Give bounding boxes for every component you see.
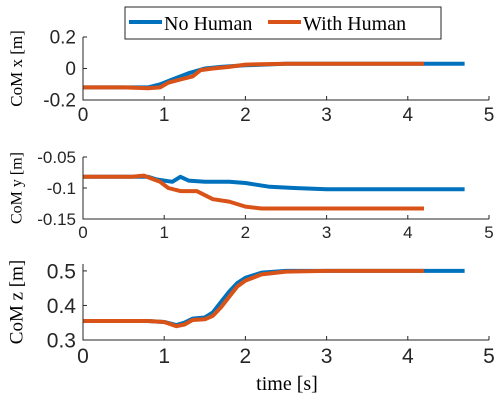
y-tick-label-com-x: -0.2	[43, 91, 76, 112]
panel-com-z: 0 1 2 3 4 5 0.3 0.4 0.5 CoM z [m]	[6, 260, 494, 368]
x-tick-label-com-x: 1	[159, 105, 170, 126]
series-line-no-human-com-z	[83, 268, 465, 328]
x-tick-label-com-z: 2	[240, 345, 252, 368]
x-tick-label-com-x: 5	[484, 105, 495, 126]
axes-com-z	[82, 264, 489, 341]
series-line-with-human-com-y	[83, 173, 424, 211]
legend-label-with-human: With Human	[303, 13, 406, 35]
y-tick-label-com-y: -0.1	[47, 179, 76, 198]
y-tick-label-com-x: 0.2	[50, 28, 76, 49]
x-tick-label-com-z: 3	[321, 345, 333, 368]
y-axis-label-com-z: CoM z [m]	[6, 260, 27, 344]
x-tick-label-com-y: 0	[78, 223, 87, 242]
y-tick-label-com-y: -0.15	[37, 210, 76, 229]
y-tick-label-com-z: 0.5	[47, 260, 76, 283]
x-tick-label-com-z: 0	[77, 345, 89, 368]
panel-com-y: 0 1 2 3 4 5 -0.15 -0.1 -0.05 CoM y [m]	[9, 148, 494, 242]
x-axis-label: time [s]	[256, 373, 318, 395]
x-tick-label-com-y: 2	[241, 223, 250, 242]
x-tick-label-com-x: 0	[78, 105, 89, 126]
x-tick-label-com-x: 2	[240, 105, 251, 126]
x-tick-label-com-z: 1	[158, 345, 170, 368]
x-tick-label-com-y: 5	[484, 223, 493, 242]
axes-com-x	[82, 37, 489, 101]
y-axis-label-com-y: CoM y [m]	[9, 152, 26, 224]
series-line-no-human-com-y	[83, 174, 465, 192]
legend: No Human With Human	[124, 6, 442, 40]
x-tick-label-com-x: 4	[403, 105, 414, 126]
legend-label-no-human: No Human	[164, 13, 252, 35]
x-tick-label-com-y: 3	[322, 223, 331, 242]
y-tick-label-com-z: 0.4	[47, 295, 77, 318]
y-tick-label-com-x: 0	[65, 59, 76, 80]
x-tick-label-com-z: 5	[483, 345, 495, 368]
x-tick-label-com-y: 1	[159, 223, 168, 242]
series-line-no-human-com-x	[83, 61, 465, 90]
series-line-with-human-com-z	[83, 268, 424, 329]
y-tick-label-com-z: 0.3	[47, 329, 76, 352]
x-tick-label-com-z: 4	[402, 345, 414, 368]
series-line-with-human-com-x	[83, 61, 424, 91]
x-tick-label-com-x: 3	[321, 105, 332, 126]
y-axis-label-com-x: CoM x [m]	[7, 30, 26, 107]
y-tick-label-com-y: -0.05	[37, 148, 76, 167]
x-tick-label-com-y: 4	[403, 223, 412, 242]
